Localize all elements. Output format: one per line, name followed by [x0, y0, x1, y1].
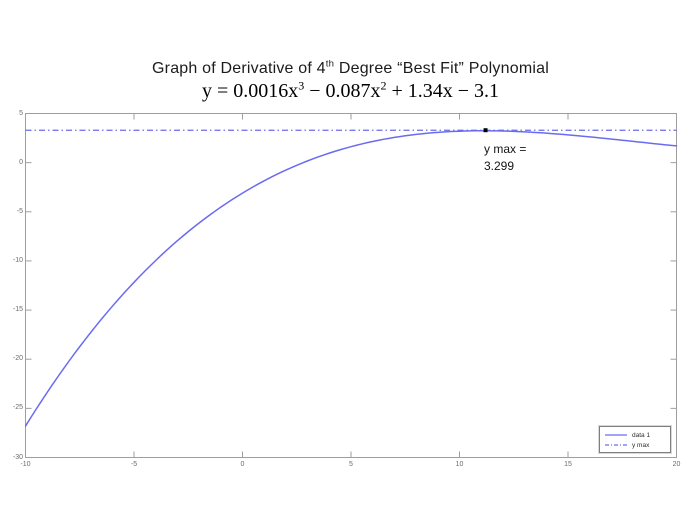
- axes-box: [25, 113, 677, 458]
- x-tick-label: 0: [240, 461, 245, 468]
- y-tick-label: 0: [19, 158, 23, 166]
- y-tick-label: -5: [16, 207, 23, 215]
- x-tick-label: 5: [349, 461, 353, 468]
- y-tick-label: -25: [12, 404, 23, 412]
- x-tick-label: -10: [20, 461, 31, 468]
- ymax-annotation-line1: y max =: [484, 142, 527, 156]
- plot-area: [25, 113, 678, 458]
- legend-entry: y max: [604, 440, 667, 450]
- ymax-annotation: y max = 3.299: [484, 141, 526, 175]
- legend-entry-label: data 1: [632, 431, 651, 439]
- legend-entry-label: y max: [632, 441, 650, 449]
- curve-data-1: [25, 130, 678, 427]
- chart-title: Graph of Derivative of 4th Degree “Best …: [152, 58, 549, 77]
- y-tick-label: 5: [19, 109, 23, 117]
- y-tick-label: -30: [12, 453, 23, 461]
- legend: data 1 y max: [598, 425, 672, 454]
- x-tick-label: 20: [672, 461, 681, 468]
- legend-solid-line-swatch: [605, 434, 627, 436]
- y-tick-label: -15: [12, 306, 23, 314]
- chart-title-block: Graph of Derivative of 4th Degree “Best …: [25, 58, 676, 103]
- chart-equation: y = 0.0016x3 − 0.087x2 + 1.34x − 3.1: [201, 78, 500, 102]
- y-tick-label: -10: [12, 256, 23, 264]
- x-tick-label: -5: [130, 461, 138, 468]
- ymax-annotation-line2: 3.299: [484, 159, 515, 173]
- legend-dashdot-line-swatch: [605, 444, 627, 446]
- ymax-marker: [483, 128, 488, 133]
- x-tick-label: 10: [455, 461, 464, 468]
- legend-entry: data 1: [604, 430, 667, 440]
- y-tick-label: -20: [12, 355, 23, 363]
- x-tick-label: 15: [564, 461, 572, 468]
